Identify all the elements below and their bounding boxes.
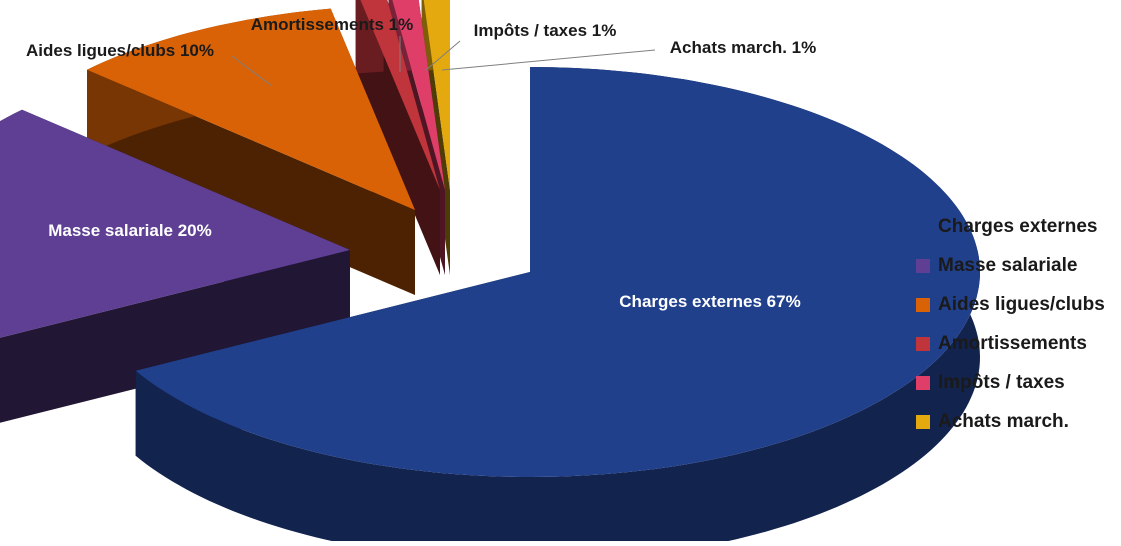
legend-item: Achats march. <box>916 402 1105 441</box>
legend-label: Aides ligues/clubs <box>938 293 1105 315</box>
legend-label: Charges externes <box>938 215 1098 237</box>
leader-line <box>441 49 656 71</box>
legend-swatch <box>916 375 930 390</box>
pie-slice <box>0 109 350 423</box>
leader-line <box>425 40 461 71</box>
pie-slice <box>355 0 440 275</box>
pie-slice <box>87 8 415 295</box>
legend-label: Impôts / taxes <box>938 371 1065 393</box>
legend-item: Charges externes <box>916 207 1105 246</box>
data-label: Aides ligues/clubs 10% <box>26 41 214 60</box>
legend-item: Masse salariale <box>916 246 1105 285</box>
legend-swatch <box>916 219 930 234</box>
legend-label: Achats march. <box>938 410 1069 432</box>
legend-item: Amortissements <box>916 324 1105 363</box>
data-label: Amortissements 1% <box>251 15 414 34</box>
legend-item: Aides ligues/clubs <box>916 285 1105 324</box>
data-label: Charges externes 67% <box>619 292 800 311</box>
legend-item: Impôts / taxes <box>916 363 1105 402</box>
data-label: Achats march. 1% <box>670 38 816 57</box>
legend-label: Amortissements <box>938 332 1087 354</box>
legend-swatch <box>916 414 930 429</box>
legend: Charges externes Masse salariale Aides l… <box>916 207 1105 441</box>
legend-swatch <box>916 258 930 273</box>
legend-label: Masse salariale <box>938 254 1078 276</box>
legend-swatch <box>916 297 930 312</box>
data-label: Masse salariale 20% <box>48 221 212 240</box>
legend-swatch <box>916 336 930 351</box>
pie-slice <box>135 67 980 546</box>
data-label: Impôts / taxes 1% <box>474 21 617 40</box>
leader-line <box>231 55 273 87</box>
